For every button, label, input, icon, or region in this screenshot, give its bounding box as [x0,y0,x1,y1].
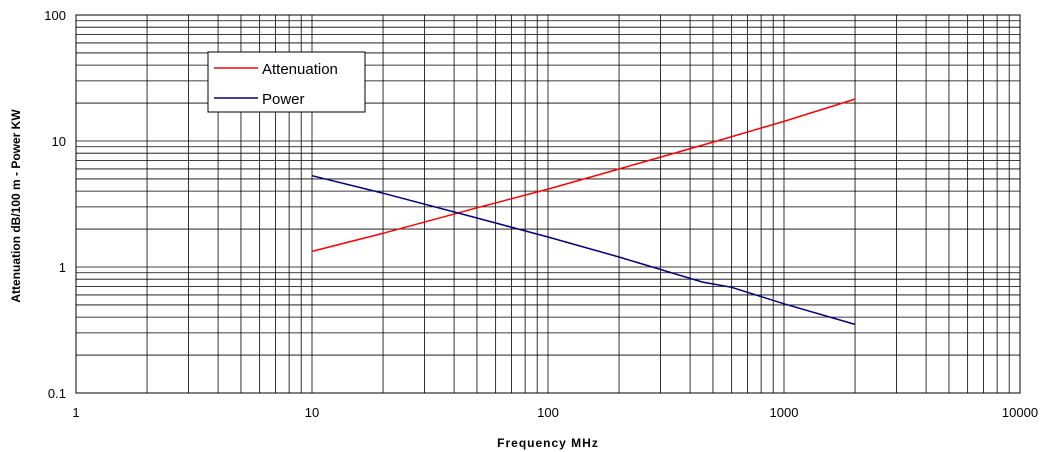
x-tick-label: 10 [305,405,319,420]
y-tick-label: 1 [59,260,66,275]
x-tick-label: 1000 [770,405,799,420]
plot-frame [75,14,1021,394]
y-tick-label: 0.1 [48,386,66,401]
x-tick-label: 100 [537,405,559,420]
legend-power-label: Power [262,91,305,108]
grid [76,15,1020,393]
y-tick-label: 100 [44,8,66,23]
legend-attenuation-label: Attenuation [262,61,338,78]
x-axis-title: Frequency MHz [497,436,599,450]
y-tick-label: 10 [52,134,66,149]
x-tick-label: 10000 [1002,405,1038,420]
series-line-attenuation [311,98,856,253]
legend-box [207,51,366,113]
tick-labels: 1 10 100 1000 10000 0.1 1 10 100 [44,8,1038,420]
series-line-power [311,174,856,326]
series-layer [311,98,856,326]
y-axis-title: Attenuation dB/100 m - Power KW [9,109,23,303]
legend: Attenuation Power [207,51,366,113]
x-tick-label: 1 [72,405,79,420]
